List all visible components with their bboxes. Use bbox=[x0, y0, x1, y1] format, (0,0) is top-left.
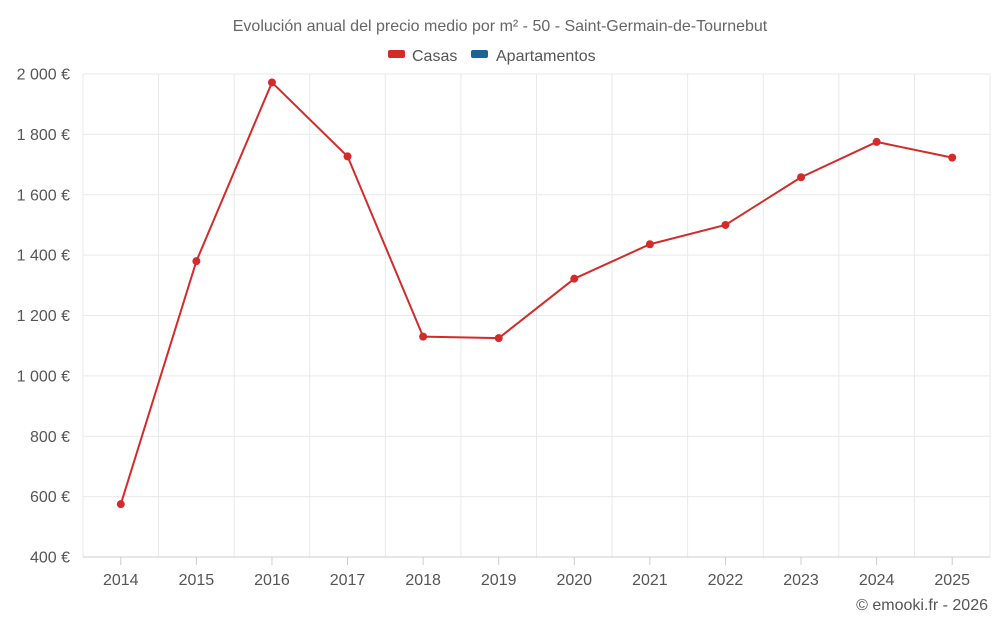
series-line-casas bbox=[119, 81, 953, 505]
x-tick-label: 2025 bbox=[934, 572, 970, 589]
axes: 400 € 600 € 800 € 1 000 € 1 200 € 1 400 € 1 60… bbox=[17, 67, 990, 589]
y-tick-label: 400 € bbox=[30, 550, 70, 567]
data-point-casas-2014[interactable] bbox=[116, 500, 125, 509]
y-tick-label: 1 200 € bbox=[17, 308, 70, 325]
data-point-casas-2023[interactable] bbox=[797, 173, 806, 182]
y-tick-label: 1 000 € bbox=[17, 368, 70, 385]
y-tick-label: 600 € bbox=[30, 489, 70, 506]
x-tick-label: 2023 bbox=[783, 572, 819, 589]
legend-label-apartamentos: Apartamentos bbox=[496, 48, 596, 65]
data-point-casas-2016[interactable] bbox=[267, 78, 276, 87]
legend-swatch-apartamentos bbox=[471, 50, 488, 58]
y-tick-label: 1 400 € bbox=[17, 248, 70, 265]
x-tick-label: 2024 bbox=[859, 572, 895, 589]
x-tick-label: 2017 bbox=[330, 572, 366, 589]
series bbox=[116, 78, 957, 509]
legend-swatch-casas bbox=[388, 50, 405, 58]
data-point-casas-2020[interactable] bbox=[570, 274, 579, 283]
data-point-casas-2015[interactable] bbox=[192, 257, 201, 266]
y-tick-label: 800 € bbox=[30, 429, 70, 446]
legend-item-casas[interactable]: Casas bbox=[388, 48, 457, 65]
data-point-casas-2021[interactable] bbox=[645, 240, 654, 249]
x-tick-label: 2018 bbox=[405, 572, 441, 589]
data-point-casas-2022[interactable] bbox=[721, 220, 730, 229]
x-tick-label: 2016 bbox=[254, 572, 290, 589]
data-point-casas-2019[interactable] bbox=[494, 334, 503, 343]
data-point-casas-2018[interactable] bbox=[419, 332, 428, 341]
x-tick-label: 2020 bbox=[556, 572, 592, 589]
credit-text: © emooki.fr - 2026 bbox=[856, 597, 988, 614]
legend-label-casas: Casas bbox=[412, 48, 457, 65]
data-point-casas-2025[interactable] bbox=[948, 153, 957, 162]
legend-item-apartamentos[interactable]: Apartamentos bbox=[471, 48, 596, 65]
y-tick-label: 1 800 € bbox=[17, 127, 70, 144]
x-tick-label: 2021 bbox=[632, 572, 668, 589]
legend: Casas Apartamentos bbox=[388, 48, 596, 65]
chart-title: Evolución anual del precio medio por m² … bbox=[233, 18, 768, 35]
x-tick-label: 2015 bbox=[179, 572, 215, 589]
x-tick-label: 2022 bbox=[708, 572, 744, 589]
grid bbox=[82, 73, 991, 557]
data-point-casas-2024[interactable] bbox=[872, 137, 881, 146]
y-tick-label: 1 600 € bbox=[17, 187, 70, 204]
x-tick-label: 2014 bbox=[103, 572, 139, 589]
y-tick-label: 2 000 € bbox=[17, 67, 70, 84]
data-point-casas-2017[interactable] bbox=[343, 152, 352, 161]
x-tick-label: 2019 bbox=[481, 572, 517, 589]
